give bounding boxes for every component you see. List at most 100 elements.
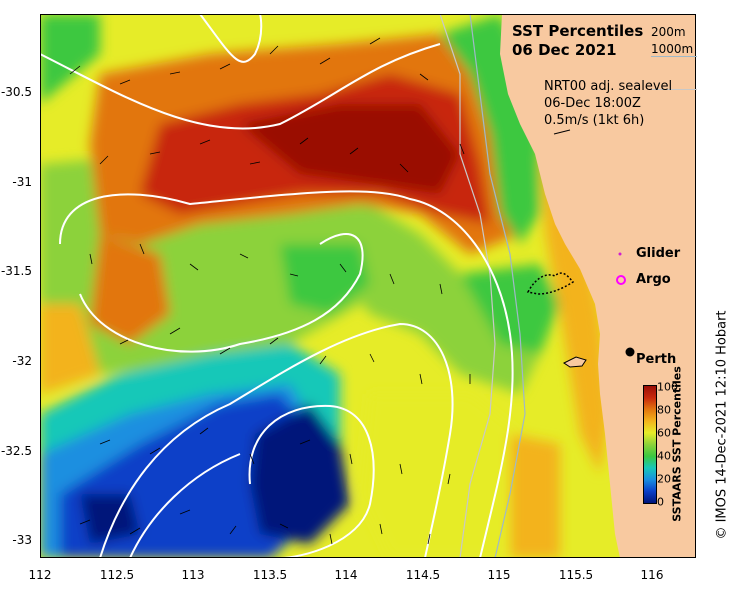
vector — [199, 427, 209, 435]
vector — [399, 463, 403, 475]
colorbar-tick: 0 — [657, 495, 664, 509]
vector — [269, 45, 279, 55]
vector — [239, 253, 249, 259]
vector — [249, 161, 261, 165]
vector — [199, 139, 211, 145]
sst-map — [40, 14, 696, 558]
contour-sw — [99, 322, 454, 558]
vector — [349, 147, 359, 155]
glider-marker — [618, 252, 622, 256]
vector — [427, 533, 431, 545]
vector — [129, 527, 141, 535]
vector-scale-label: 0.5m/s (1kt 6h) — [544, 113, 645, 128]
x-tick-label: 114 — [334, 568, 358, 582]
sst-region-green-deep — [280, 244, 370, 314]
vector — [119, 339, 129, 345]
vector — [447, 473, 451, 485]
vector — [349, 453, 353, 465]
perth-label: Perth — [636, 352, 677, 367]
time-label: 06-Dec 18:00Z — [544, 96, 641, 111]
y-tick-label: -31 — [12, 175, 32, 189]
colorbar-tick: 20 — [657, 472, 671, 486]
vector — [79, 519, 91, 525]
argo-legend-label: Argo — [636, 272, 671, 287]
sst-region-teal-north — [40, 14, 100, 104]
contour-legend: 200m 1000m — [651, 24, 697, 90]
colorbar-tick: 40 — [657, 449, 671, 463]
contour-200m — [469, 14, 526, 558]
y-tick-label: -32 — [12, 354, 32, 368]
vector — [189, 263, 199, 271]
sst-region-orange-west — [90, 234, 170, 344]
sst-region-navy-west — [80, 494, 140, 544]
contour-south-inner — [129, 453, 241, 558]
vector — [369, 37, 381, 45]
vector — [339, 263, 347, 273]
vector — [149, 151, 161, 155]
y-tick-label: -33 — [12, 533, 32, 547]
vector — [219, 347, 231, 355]
sealevel-contours — [40, 14, 514, 558]
vector — [89, 253, 93, 265]
x-tick-label: 112.5 — [99, 568, 135, 582]
contour-200m-label: 200m — [651, 25, 686, 39]
glider-legend-label: Glider — [636, 246, 681, 261]
title-line-2: 06 Dec 2021 — [512, 41, 617, 59]
x-tick-label: 112 — [28, 568, 52, 582]
vector — [279, 523, 289, 529]
x-tick-label: 115 — [487, 568, 511, 582]
vector — [459, 143, 465, 155]
contour-1000m-label: 1000m — [651, 42, 694, 56]
vector — [69, 65, 81, 75]
vector — [169, 327, 181, 335]
vector — [269, 337, 279, 345]
y-tick-label: -32.5 — [0, 444, 32, 458]
x-tick-label: 113 — [181, 568, 205, 582]
info-block: NRT00 adj. sealevel 06-Dec 18:00Z 0.5m/s… — [544, 78, 672, 129]
sst-region-darkred-core — [240, 104, 460, 194]
vector — [399, 163, 409, 173]
credit-text: © IMOS 14-Dec-2021 12:10 Hobart — [714, 310, 730, 540]
vector — [379, 523, 383, 535]
rottnest-island — [563, 356, 587, 368]
y-tick-label: -30.5 — [0, 85, 32, 99]
colorbar-tick: 100 — [657, 380, 678, 394]
vector — [119, 79, 131, 85]
map-title: SST Percentiles 06 Dec 2021 — [512, 22, 643, 60]
vector — [219, 63, 231, 70]
sst-region-navy-eddy — [250, 404, 350, 544]
colorbar — [643, 385, 657, 504]
x-tick-label: 113.5 — [252, 568, 288, 582]
vector — [439, 283, 443, 295]
vector — [99, 439, 111, 445]
vector — [229, 525, 237, 535]
y-tick-label: -31.5 — [0, 264, 32, 278]
vector — [319, 355, 327, 365]
vector — [369, 353, 375, 363]
contour-west-loop — [59, 190, 514, 558]
vector — [289, 273, 299, 277]
argo-marker — [616, 275, 626, 285]
product-label: NRT00 adj. sealevel — [544, 79, 673, 94]
sst-region-orange-sw — [40, 304, 100, 394]
vector — [179, 509, 191, 515]
contour-north-loop — [199, 14, 263, 63]
contour-1000m-line — [651, 89, 697, 90]
x-tick-label: 114.5 — [405, 568, 441, 582]
vector — [389, 273, 395, 285]
colorbar-tick: 60 — [657, 426, 671, 440]
vector — [99, 155, 109, 165]
vector — [299, 439, 311, 445]
colorbar-title: SSTAARS SST Percentiles — [670, 366, 684, 522]
vector — [419, 73, 429, 81]
vector — [419, 373, 423, 385]
map-border — [40, 14, 696, 558]
perth-marker — [625, 347, 635, 357]
contour-200m-line — [651, 56, 697, 57]
contour-north — [40, 43, 441, 130]
vector — [329, 533, 333, 545]
vector — [299, 137, 309, 145]
x-tick-label: 116 — [640, 568, 664, 582]
sst-region-green-coast — [460, 264, 560, 354]
vector — [139, 243, 145, 255]
